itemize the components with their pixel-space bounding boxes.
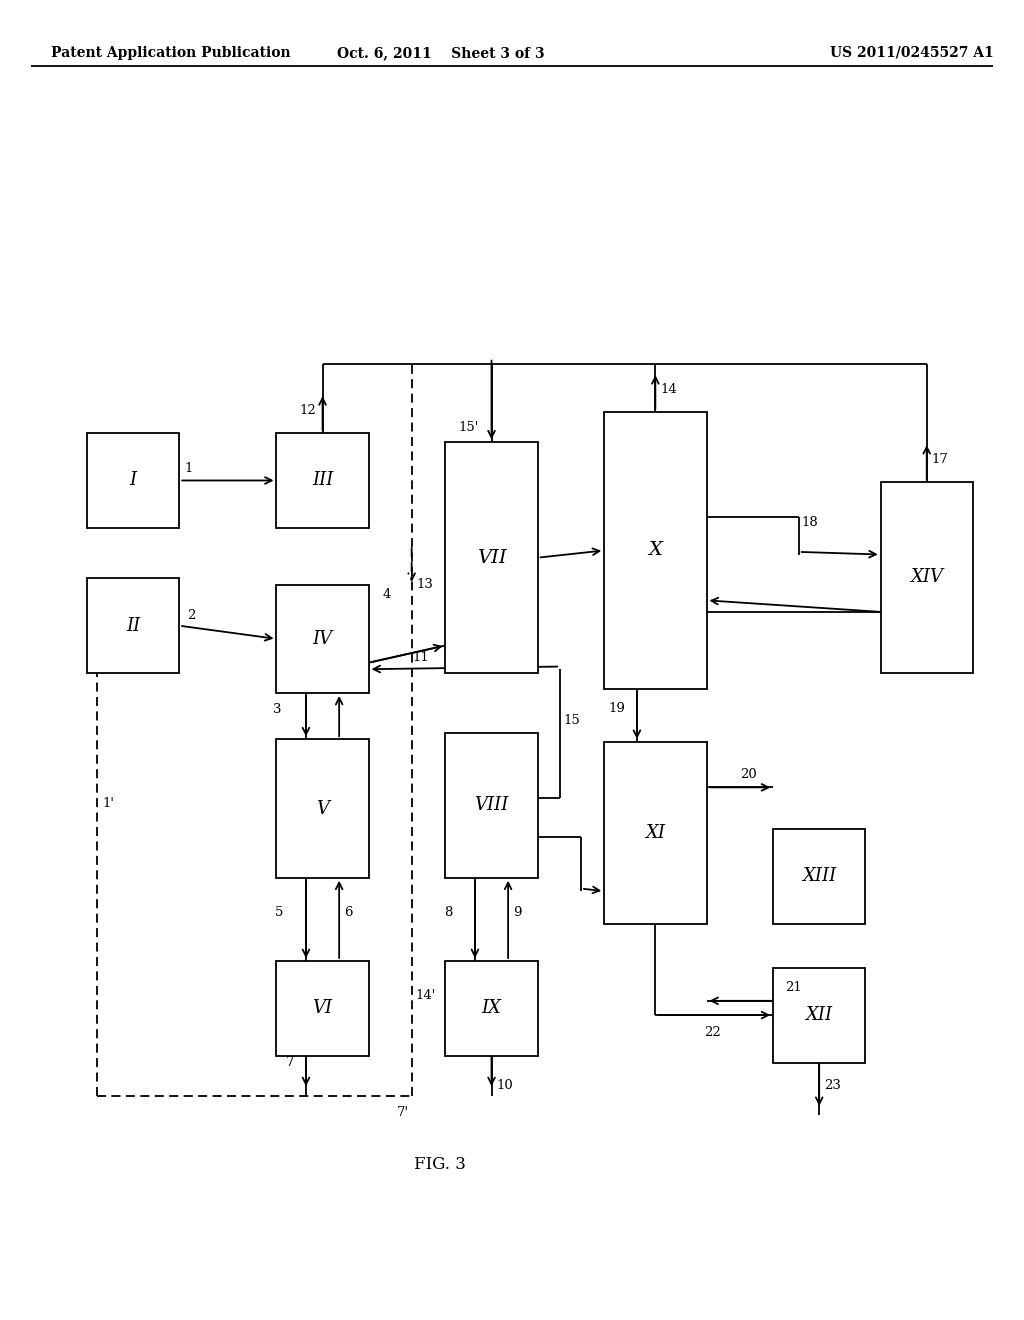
Text: 15': 15' [459,421,479,434]
Text: I: I [130,471,136,490]
Bar [276,739,369,878]
Text: XIII: XIII [802,867,837,886]
Text: 7: 7 [286,1056,294,1069]
Text: IX: IX [481,999,502,1018]
Bar [445,733,538,878]
Text: 19: 19 [608,702,625,715]
Text: IV: IV [312,630,333,648]
Text: XI: XI [645,824,666,842]
Text: Oct. 6, 2011    Sheet 3 of 3: Oct. 6, 2011 Sheet 3 of 3 [337,46,544,59]
Bar [445,442,538,673]
Bar [773,968,865,1063]
Text: 5: 5 [275,907,284,919]
Text: 20: 20 [739,768,757,781]
Bar [276,585,369,693]
Text: 1': 1' [102,797,115,810]
Text: 13: 13 [417,578,433,591]
Text: 3: 3 [272,704,282,715]
Bar [87,578,179,673]
Bar [87,433,179,528]
Bar [773,829,865,924]
Text: V: V [316,800,329,817]
Text: XII: XII [806,1006,833,1024]
Text: 1: 1 [184,462,193,475]
Text: 10: 10 [497,1078,513,1092]
Text: VIII: VIII [474,796,509,814]
Text: 7': 7' [397,1106,410,1119]
Text: 21: 21 [785,981,802,994]
Bar [445,961,538,1056]
Text: 18: 18 [802,516,818,529]
Bar [276,961,369,1056]
Text: 12: 12 [299,404,315,417]
Bar [604,412,707,689]
Text: Patent Application Publication: Patent Application Publication [51,46,291,59]
Text: XIV: XIV [910,569,943,586]
Text: VI: VI [312,999,333,1018]
Text: 2: 2 [187,609,196,622]
Text: US 2011/0245527 A1: US 2011/0245527 A1 [829,46,993,59]
Text: 14: 14 [660,383,677,396]
Text: 17: 17 [932,453,948,466]
Text: FIG. 3: FIG. 3 [415,1156,466,1172]
Text: VII: VII [477,549,506,566]
Text: 8: 8 [444,907,453,919]
Bar [881,482,973,673]
Text: II: II [126,616,140,635]
Text: X: X [648,541,663,560]
Text: 15: 15 [563,714,580,727]
Text: 6: 6 [344,907,353,919]
Text: 22: 22 [705,1026,721,1039]
Text: 9: 9 [513,907,522,919]
Text: 14': 14' [416,989,436,1002]
Text: 23: 23 [824,1078,841,1092]
Text: III: III [312,471,333,490]
Bar [604,742,707,924]
Text: 4: 4 [383,587,391,601]
Bar [276,433,369,528]
Text: 11: 11 [412,651,429,664]
